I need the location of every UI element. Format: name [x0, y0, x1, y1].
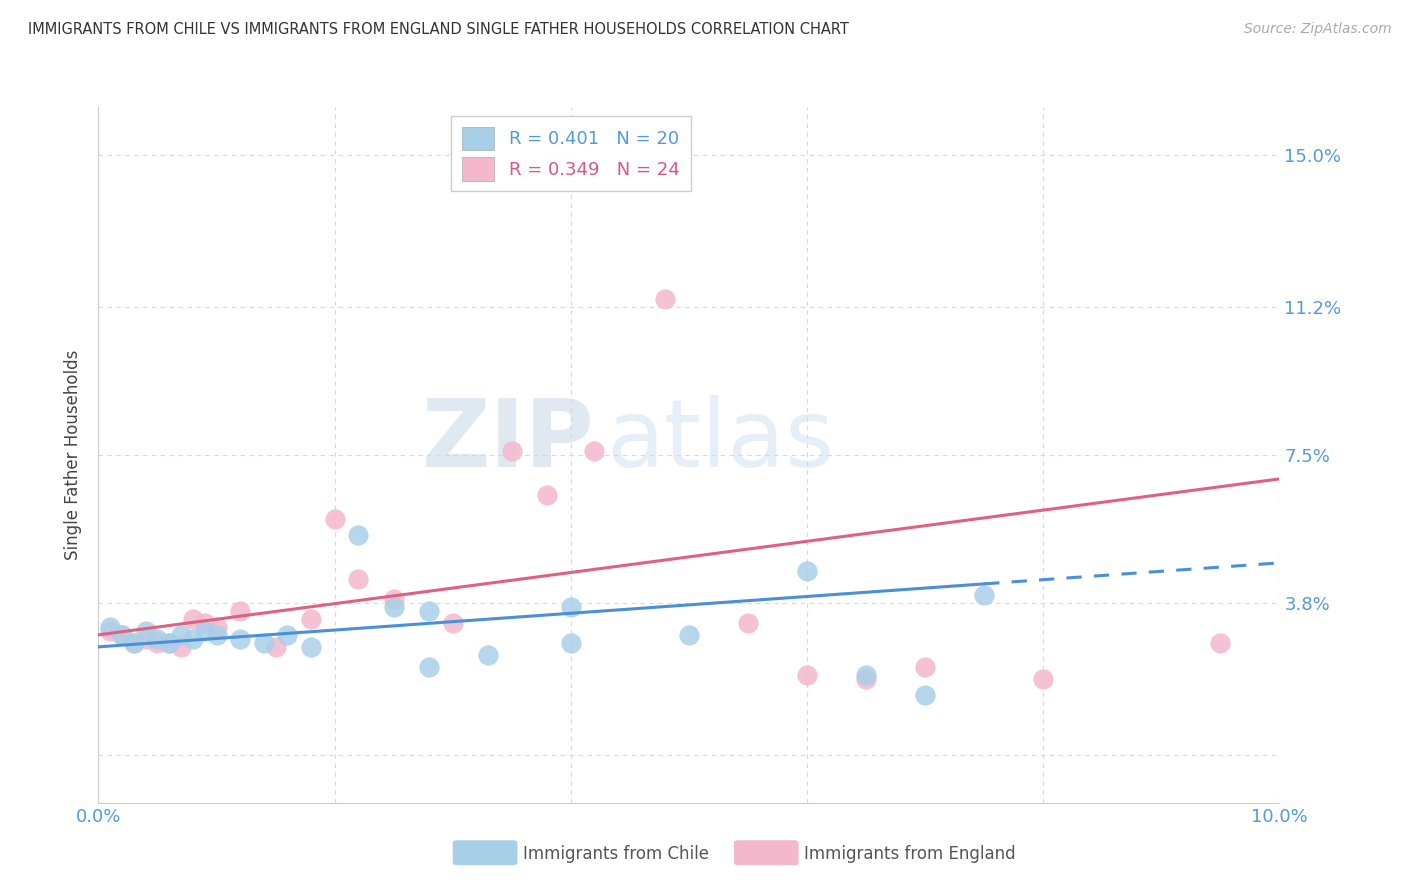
- Point: [157, 636, 180, 650]
- Point: [135, 624, 157, 638]
- Point: [418, 604, 440, 618]
- Y-axis label: Single Father Households: Single Father Households: [65, 350, 83, 560]
- Point: [1209, 636, 1232, 650]
- Point: [347, 572, 370, 586]
- Point: [122, 636, 145, 650]
- Point: [560, 599, 582, 614]
- Point: [477, 648, 499, 662]
- Text: Immigrants from Chile: Immigrants from Chile: [523, 845, 709, 863]
- Point: [796, 564, 818, 578]
- Point: [229, 604, 252, 618]
- Point: [205, 628, 228, 642]
- Point: [418, 660, 440, 674]
- Point: [441, 615, 464, 630]
- Text: ZIP: ZIP: [422, 395, 595, 487]
- Text: Immigrants from England: Immigrants from England: [804, 845, 1017, 863]
- Point: [560, 636, 582, 650]
- Point: [276, 628, 298, 642]
- Point: [501, 444, 523, 458]
- Point: [796, 668, 818, 682]
- Point: [111, 628, 134, 642]
- Point: [536, 488, 558, 502]
- Text: IMMIGRANTS FROM CHILE VS IMMIGRANTS FROM ENGLAND SINGLE FATHER HOUSEHOLDS CORREL: IMMIGRANTS FROM CHILE VS IMMIGRANTS FROM…: [28, 22, 849, 37]
- Point: [170, 628, 193, 642]
- Point: [146, 636, 169, 650]
- Point: [654, 292, 676, 306]
- Point: [678, 628, 700, 642]
- Point: [973, 588, 995, 602]
- Point: [253, 636, 276, 650]
- Point: [98, 624, 121, 638]
- Point: [181, 632, 204, 646]
- Legend: R = 0.401   N = 20, R = 0.349   N = 24: R = 0.401 N = 20, R = 0.349 N = 24: [451, 116, 690, 192]
- Point: [914, 688, 936, 702]
- Point: [382, 591, 405, 606]
- Point: [299, 612, 322, 626]
- Point: [205, 620, 228, 634]
- Point: [170, 640, 193, 654]
- Point: [194, 624, 217, 638]
- Point: [111, 628, 134, 642]
- Point: [157, 636, 180, 650]
- Point: [229, 632, 252, 646]
- Point: [855, 672, 877, 686]
- Point: [855, 668, 877, 682]
- Point: [122, 636, 145, 650]
- Point: [382, 599, 405, 614]
- Point: [146, 632, 169, 646]
- Point: [98, 620, 121, 634]
- Point: [323, 512, 346, 526]
- Point: [181, 612, 204, 626]
- Point: [583, 444, 606, 458]
- Point: [1032, 672, 1054, 686]
- Point: [135, 632, 157, 646]
- Point: [914, 660, 936, 674]
- Point: [299, 640, 322, 654]
- Text: Source: ZipAtlas.com: Source: ZipAtlas.com: [1244, 22, 1392, 37]
- Point: [194, 615, 217, 630]
- Point: [264, 640, 287, 654]
- Text: atlas: atlas: [606, 395, 835, 487]
- Point: [737, 615, 759, 630]
- Point: [347, 528, 370, 542]
